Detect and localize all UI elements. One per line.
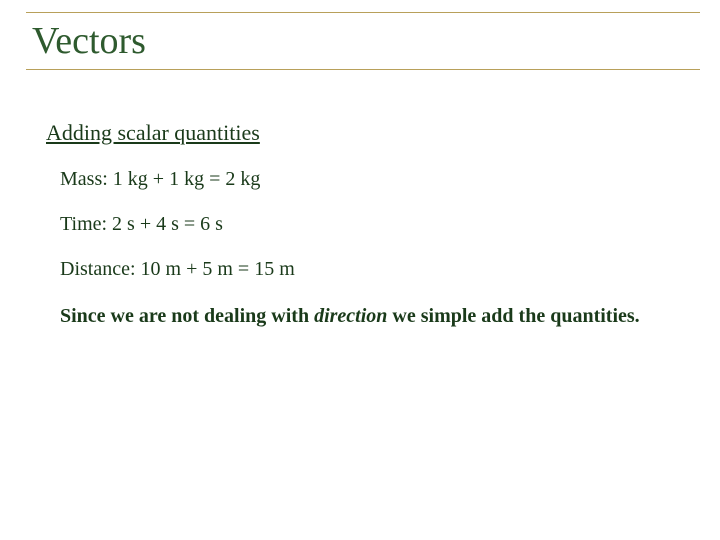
example-distance: Distance: 10 m + 5 m = 15 m [60,258,680,281]
example-time: Time: 2 s + 4 s = 6 s [60,213,680,236]
content-area: Adding scalar quantities Mass: 1 kg + 1 … [46,120,680,330]
section-subtitle: Adding scalar quantities [46,120,680,146]
title-rule-bottom [26,69,700,70]
page-title: Vectors [20,19,700,63]
title-block: Vectors [20,12,700,70]
summary-post: we simple add the quantities. [387,305,639,327]
summary-pre: Since we are not dealing with [60,305,314,327]
example-mass: Mass: 1 kg + 1 kg = 2 kg [60,168,680,191]
summary-text: Since we are not dealing with direction … [60,303,680,330]
title-rule-top [26,12,700,13]
summary-emph: direction [314,305,387,327]
